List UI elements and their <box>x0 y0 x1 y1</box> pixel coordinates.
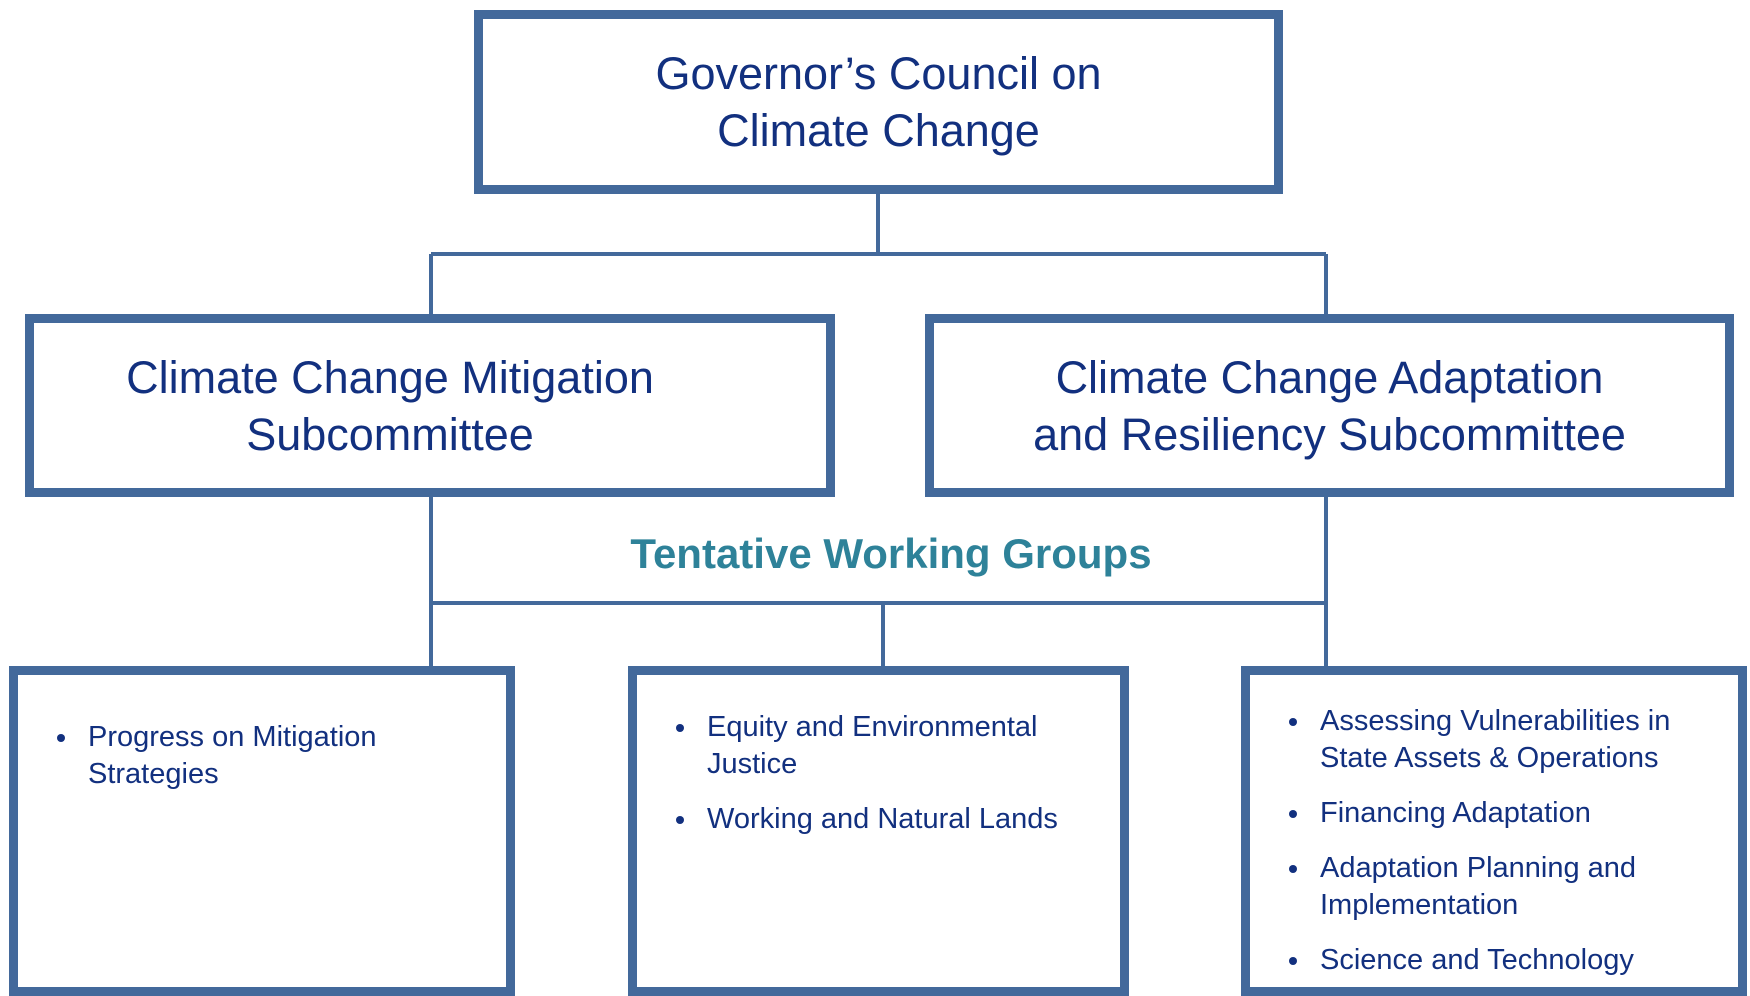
group-box: Progress on Mitigation Strategies <box>9 666 515 996</box>
adaptation-box: Climate Change Adaptation and Resiliency … <box>925 314 1734 497</box>
mitigation-box: Climate Change Mitigation Subcommittee <box>25 314 835 497</box>
group-list: Assessing Vulnerabilities in State Asset… <box>1250 703 1738 979</box>
group-item: Financing Adaptation <box>1312 795 1718 832</box>
council-box: Governor’s Council on Climate Change <box>474 10 1283 194</box>
connector <box>429 493 1328 670</box>
group-box: Assessing Vulnerabilities in State Asset… <box>1241 666 1747 996</box>
node-title-line: and Resiliency Subcommittee <box>1033 408 1626 460</box>
group-item: Equity and Environmental Justice <box>699 709 1100 783</box>
group-item: Progress on Mitigation Strategies <box>80 719 486 793</box>
group-box: Equity and Environmental Justice Working … <box>628 666 1129 996</box>
connector <box>429 190 1328 317</box>
node-title-line: Climate Change Mitigation <box>126 351 654 403</box>
working-groups-title: Tentative Working Groups <box>630 530 1152 577</box>
group-item: Science and Technology <box>1312 942 1718 979</box>
node-title-line: Governor’s Council on <box>655 48 1102 99</box>
group-list: Equity and Environmental Justice Working … <box>637 709 1120 838</box>
node-title-line: Subcommittee <box>246 408 534 460</box>
node-title-line: Climate Change Adaptation <box>1055 351 1604 403</box>
node-title-line: Climate Change <box>717 105 1040 156</box>
group-item: Working and Natural Lands <box>699 801 1100 838</box>
group-item: Adaptation Planning and Implementation <box>1312 850 1718 924</box>
group-list: Progress on Mitigation Strategies <box>18 719 506 793</box>
group-item: Assessing Vulnerabilities in State Asset… <box>1312 703 1718 777</box>
